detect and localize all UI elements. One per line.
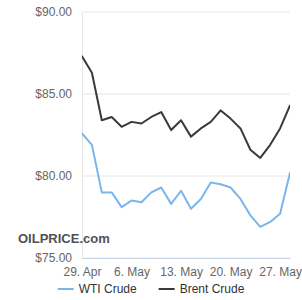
legend-symbol bbox=[159, 288, 175, 290]
x-tick-label: 29. Apr bbox=[63, 265, 101, 279]
series-group bbox=[82, 56, 290, 227]
legend-label: WTI Crude bbox=[79, 282, 137, 296]
y-tick-label: $85.00 bbox=[35, 87, 72, 101]
x-tick: 13. May bbox=[160, 258, 203, 279]
grid-line bbox=[82, 12, 290, 13]
x-axis: 29. Apr 6. May 13. May 20. May 27. May bbox=[63, 258, 301, 279]
y-tick: $75.00 bbox=[35, 251, 82, 265]
y-tick: $90.00 bbox=[35, 5, 82, 19]
y-tick: $85.00 bbox=[35, 87, 82, 101]
x-tick-label: 20. May bbox=[210, 265, 253, 279]
x-tick-label: 27. May bbox=[259, 265, 302, 279]
y-tick-label: $90.00 bbox=[35, 5, 72, 19]
y-tick-label: $75.00 bbox=[35, 251, 72, 265]
x-tick: 6. May bbox=[114, 258, 150, 279]
grid-line bbox=[82, 94, 290, 95]
x-axis-line bbox=[83, 258, 291, 259]
grid-line bbox=[82, 258, 290, 259]
legend-item[interactable]: WTI Crude bbox=[58, 282, 137, 296]
x-tick: 27. May bbox=[259, 258, 302, 279]
watermark: OILPRICE.com bbox=[18, 231, 110, 246]
series-line bbox=[82, 133, 290, 226]
legend-item[interactable]: Brent Crude bbox=[159, 282, 245, 296]
legend-label: Brent Crude bbox=[180, 282, 245, 296]
y-tick-label: $80.00 bbox=[35, 169, 72, 183]
x-tick: 29. Apr bbox=[63, 258, 101, 279]
series-line bbox=[82, 56, 290, 158]
y-tick: $80.00 bbox=[35, 169, 82, 183]
y-axis: $75.00 $80.00 $85.00 $90.00 bbox=[35, 5, 82, 265]
legend-symbol bbox=[58, 288, 74, 290]
x-tick: 20. May bbox=[210, 258, 253, 279]
grid-line bbox=[82, 176, 290, 177]
x-tick-label: 13. May bbox=[160, 265, 203, 279]
x-tick-label: 6. May bbox=[114, 265, 150, 279]
legend: WTI Crude Brent Crude bbox=[58, 282, 245, 296]
chart: $75.00 $80.00 $85.00 $90.00 29. Apr 6. May 13.… bbox=[0, 0, 302, 300]
grid bbox=[82, 12, 290, 258]
